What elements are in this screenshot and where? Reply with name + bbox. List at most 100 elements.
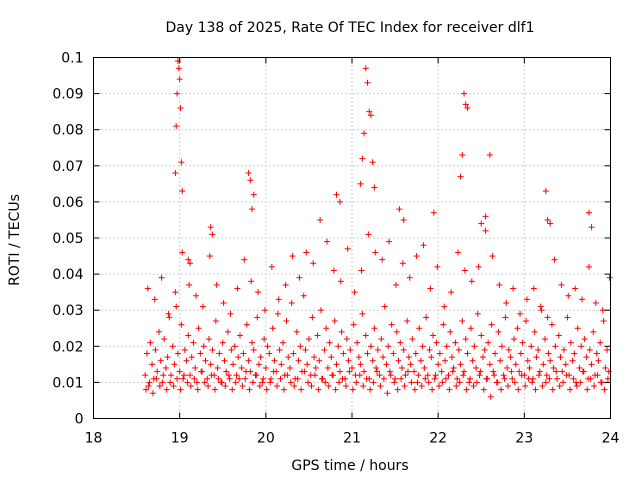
data-point bbox=[428, 354, 435, 361]
data-point bbox=[588, 361, 595, 368]
data-point bbox=[574, 325, 581, 332]
data-point bbox=[542, 188, 549, 195]
data-point bbox=[400, 346, 407, 353]
data-point bbox=[333, 361, 340, 368]
data-point bbox=[459, 318, 466, 325]
data-point bbox=[344, 245, 351, 252]
data-point bbox=[219, 339, 226, 346]
data-point bbox=[459, 151, 466, 158]
data-point bbox=[384, 390, 391, 397]
data-point bbox=[200, 343, 207, 350]
data-point bbox=[165, 310, 172, 317]
data-point bbox=[318, 375, 325, 382]
data-point bbox=[354, 339, 361, 346]
data-point bbox=[365, 231, 372, 238]
data-point bbox=[531, 328, 538, 335]
data-point bbox=[560, 379, 567, 386]
data-point bbox=[440, 321, 447, 328]
data-point bbox=[363, 375, 370, 382]
x-tick-label: 22 bbox=[429, 431, 447, 447]
data-point bbox=[169, 343, 176, 350]
data-point bbox=[179, 249, 186, 256]
data-point bbox=[530, 285, 537, 292]
data-point bbox=[409, 336, 416, 343]
data-point bbox=[502, 314, 509, 321]
data-point bbox=[485, 339, 492, 346]
data-point bbox=[173, 123, 180, 130]
data-point bbox=[489, 253, 496, 260]
data-point bbox=[373, 368, 380, 375]
data-point bbox=[290, 350, 297, 357]
data-point bbox=[591, 383, 598, 390]
data-point bbox=[268, 263, 275, 270]
data-point bbox=[209, 231, 216, 238]
data-point bbox=[287, 379, 294, 386]
data-point bbox=[573, 383, 580, 390]
data-point bbox=[434, 263, 441, 270]
data-point bbox=[157, 357, 164, 364]
data-point bbox=[152, 346, 159, 353]
data-point bbox=[480, 386, 487, 393]
data-point bbox=[162, 364, 169, 371]
data-point bbox=[429, 386, 436, 393]
data-point bbox=[441, 303, 448, 310]
data-point bbox=[495, 328, 502, 335]
data-point bbox=[378, 336, 385, 343]
data-point bbox=[171, 361, 178, 368]
data-point bbox=[560, 346, 567, 353]
data-point bbox=[143, 386, 150, 393]
data-point bbox=[486, 361, 493, 368]
data-point bbox=[476, 372, 483, 379]
data-point bbox=[586, 346, 593, 353]
data-point bbox=[567, 386, 574, 393]
data-point bbox=[590, 328, 597, 335]
data-point bbox=[195, 325, 202, 332]
data-point bbox=[285, 354, 292, 361]
data-point bbox=[231, 343, 238, 350]
data-point bbox=[174, 375, 181, 382]
y-tick-label: 0.08 bbox=[52, 123, 83, 139]
data-point bbox=[398, 364, 405, 371]
data-point bbox=[492, 350, 499, 357]
data-point bbox=[412, 350, 419, 357]
data-point bbox=[294, 375, 301, 382]
y-tick-label: 0.07 bbox=[52, 159, 83, 175]
data-point bbox=[205, 336, 212, 343]
data-point bbox=[415, 372, 422, 379]
data-point bbox=[370, 379, 377, 386]
data-point bbox=[449, 368, 456, 375]
data-point bbox=[559, 368, 566, 375]
data-point bbox=[510, 285, 517, 292]
data-point bbox=[523, 318, 530, 325]
data-point bbox=[598, 379, 605, 386]
data-point bbox=[324, 364, 331, 371]
data-point bbox=[323, 325, 330, 332]
data-point bbox=[379, 256, 386, 263]
data-point bbox=[337, 278, 344, 285]
data-point bbox=[180, 375, 187, 382]
data-point bbox=[479, 354, 486, 361]
data-point bbox=[400, 216, 407, 223]
data-point bbox=[167, 379, 174, 386]
data-point bbox=[186, 281, 193, 288]
data-point bbox=[467, 325, 474, 332]
data-point bbox=[312, 364, 319, 371]
data-point bbox=[349, 364, 355, 371]
data-point bbox=[500, 372, 507, 379]
data-point bbox=[496, 281, 503, 288]
data-point bbox=[214, 364, 221, 371]
data-point bbox=[592, 299, 599, 306]
data-point bbox=[474, 310, 481, 317]
data-point bbox=[183, 357, 190, 364]
data-point bbox=[255, 289, 262, 296]
data-point bbox=[280, 386, 287, 393]
data-point bbox=[453, 383, 460, 390]
data-point bbox=[259, 379, 266, 386]
data-point bbox=[497, 357, 504, 364]
data-point bbox=[395, 357, 402, 364]
x-axis-label: GPS time / hours bbox=[291, 458, 408, 474]
data-point bbox=[362, 332, 369, 339]
data-point bbox=[464, 105, 471, 112]
data-point bbox=[533, 354, 540, 361]
